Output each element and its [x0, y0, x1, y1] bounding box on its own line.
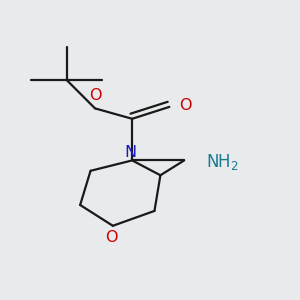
Text: O: O — [179, 98, 192, 113]
Text: O: O — [105, 230, 118, 244]
Text: NH$_2$: NH$_2$ — [206, 152, 239, 172]
Text: N: N — [124, 146, 137, 160]
Text: O: O — [89, 88, 101, 103]
